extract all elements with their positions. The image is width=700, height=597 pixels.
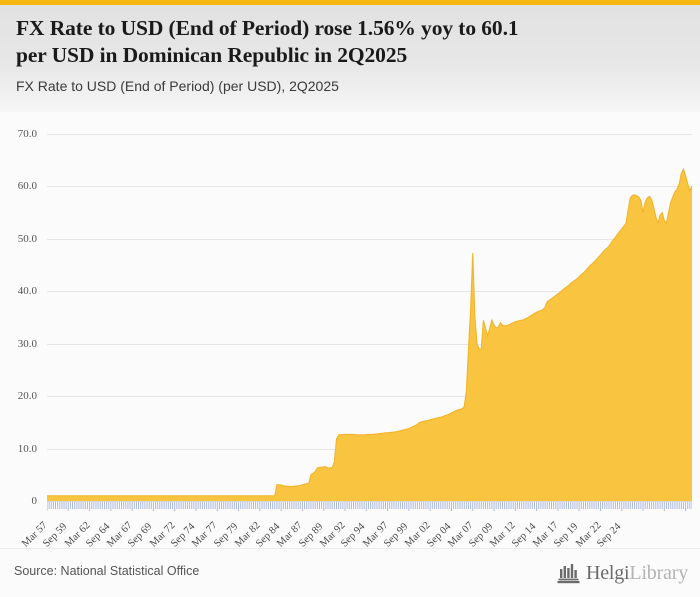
y-axis-label: 40.0 bbox=[17, 285, 37, 298]
brand-name-primary: Helgi bbox=[585, 561, 630, 584]
gridline bbox=[47, 343, 692, 345]
gridline bbox=[47, 291, 692, 293]
y-axis-label: 50.0 bbox=[17, 232, 37, 245]
chart-subtitle: FX Rate to USD (End of Period) (per USD)… bbox=[16, 78, 339, 94]
source-note: Source: National Statistical Office bbox=[14, 564, 200, 578]
top-accent-bar bbox=[0, 0, 700, 5]
chart-header: FX Rate to USD (End of Period) rose 1.56… bbox=[0, 5, 700, 112]
y-axis-label: 0 bbox=[31, 495, 38, 507]
plot-region: 0 10.0 20.0 30.0 40.0 50.0 60.0 70.0 Mar 57 Sep … bbox=[0, 112, 700, 549]
plot-area: 0 10.0 20.0 30.0 40.0 50.0 60.0 70.0 bbox=[18, 128, 692, 507]
y-axis-label: 20.0 bbox=[17, 390, 37, 403]
library-building-icon bbox=[557, 564, 580, 584]
page-title: FX Rate to USD (End of Period) rose 1.56… bbox=[16, 16, 519, 67]
y-axis-label: 60.0 bbox=[17, 180, 37, 193]
y-axis-label: 10.0 bbox=[17, 442, 37, 455]
gridline bbox=[47, 396, 692, 398]
gridline bbox=[47, 238, 692, 240]
chart-footer: Source: National Statistical Office Helg… bbox=[0, 548, 700, 597]
y-axis-label: 70.0 bbox=[17, 128, 37, 140]
series-line bbox=[47, 167, 692, 497]
gridline bbox=[47, 186, 692, 188]
y-axis-label: 30.0 bbox=[17, 337, 37, 350]
area-series bbox=[47, 167, 692, 501]
brand-name-secondary: Library bbox=[629, 561, 688, 584]
brand-logo[interactable]: Helgi Library bbox=[557, 560, 688, 586]
gridline bbox=[47, 134, 692, 135]
series-area bbox=[47, 169, 692, 501]
x-axis-line bbox=[47, 501, 692, 502]
x-axis-tickmarks bbox=[47, 502, 692, 512]
